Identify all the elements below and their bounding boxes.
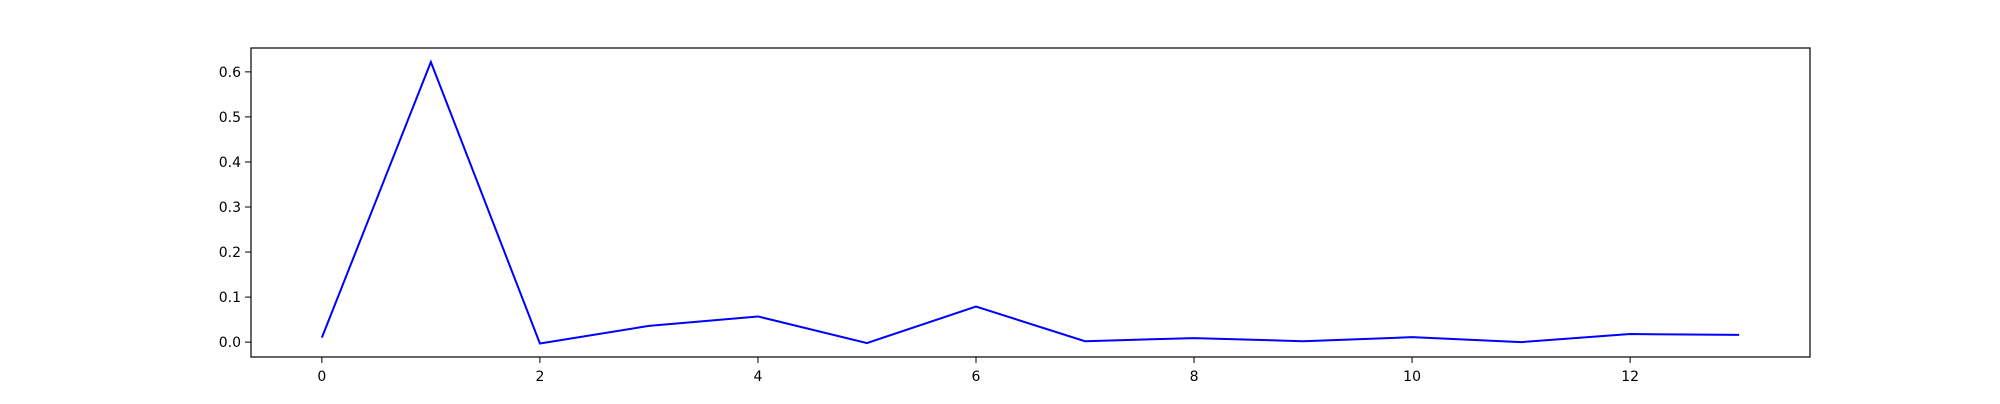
- y-tick-label: 0.3: [219, 200, 241, 216]
- x-axis: 0 2 4 6 8 10 12: [317, 357, 1639, 385]
- y-tick-label: 0.1: [219, 290, 241, 306]
- y-tick-label: 0.2: [219, 245, 241, 261]
- x-tick-label: 10: [1403, 369, 1421, 385]
- x-tick-label: 6: [972, 369, 981, 385]
- y-tick-label: 0.4: [219, 155, 241, 171]
- y-tick-label: 0.5: [219, 110, 241, 126]
- x-tick-label: 8: [1190, 369, 1199, 385]
- x-tick-label: 2: [535, 369, 544, 385]
- y-axis: 0.0 0.1 0.2 0.3 0.4 0.5 0.6: [219, 65, 251, 351]
- x-tick-label: 4: [753, 369, 762, 385]
- x-tick-label: 0: [317, 369, 326, 385]
- y-tick-label: 0.0: [219, 335, 241, 351]
- plot-area: [250, 47, 1811, 358]
- y-tick-label: 0.6: [219, 65, 241, 81]
- series-line: [320, 59, 1740, 345]
- series-layer: [320, 59, 1740, 345]
- x-tick-label: 12: [1621, 369, 1639, 385]
- plot-frame: [250, 47, 1811, 358]
